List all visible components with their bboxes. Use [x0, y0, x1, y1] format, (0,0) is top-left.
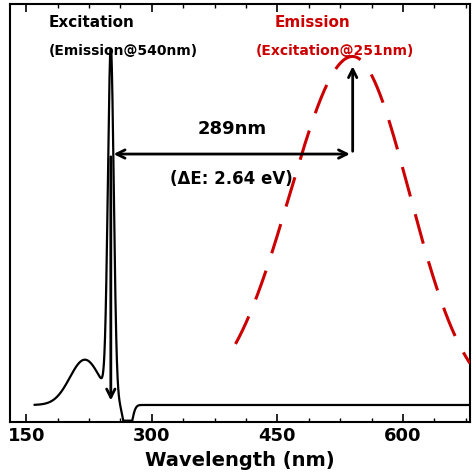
X-axis label: Wavelength (nm): Wavelength (nm): [145, 451, 335, 470]
Text: Excitation: Excitation: [49, 15, 135, 29]
Text: 289nm: 289nm: [197, 120, 266, 138]
Text: (Emission@540nm): (Emission@540nm): [49, 44, 198, 58]
Text: (ΔE: 2.64 eV): (ΔE: 2.64 eV): [170, 170, 293, 188]
Text: Emission: Emission: [274, 15, 350, 29]
Text: (Excitation@251nm): (Excitation@251nm): [256, 44, 414, 58]
